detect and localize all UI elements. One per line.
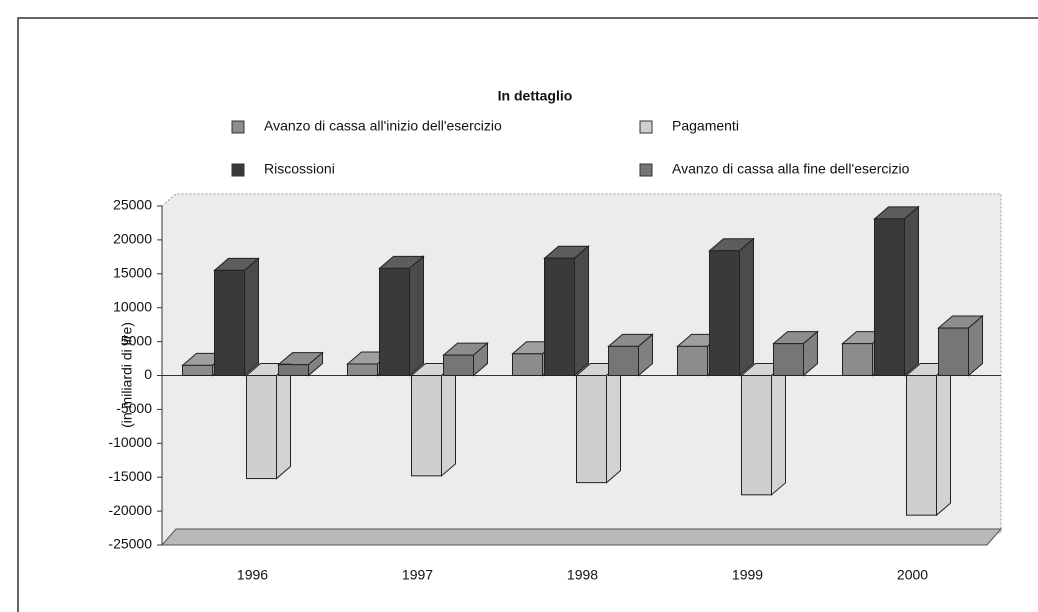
bar-side	[936, 362, 951, 517]
bar-front	[608, 345, 639, 377]
bar	[543, 245, 590, 377]
bar-front	[741, 375, 772, 496]
x-tick-label: 1998	[567, 567, 598, 583]
bar	[442, 342, 489, 377]
bar-front	[773, 343, 804, 377]
bar	[378, 255, 425, 377]
bar-side	[276, 362, 291, 480]
bar-front	[443, 354, 474, 377]
bar-side	[606, 362, 621, 484]
x-tick-label: 1999	[732, 567, 763, 583]
bar	[245, 362, 292, 480]
bar	[905, 362, 952, 517]
legend-swatch	[231, 120, 245, 134]
y-tick-label: -15000	[108, 468, 152, 484]
bar-front	[677, 345, 708, 377]
frame	[17, 17, 1038, 612]
legend-label: Avanzo di cassa all'inizio dell'esercizi…	[264, 118, 502, 134]
bar-front	[544, 257, 575, 376]
y-tick-label: 0	[144, 366, 152, 382]
y-tick-label: -10000	[108, 434, 152, 450]
legend-swatch	[231, 163, 245, 177]
chart-title: In dettaglio	[498, 88, 573, 104]
y-tick-label: -25000	[108, 536, 152, 552]
bar-front	[906, 375, 937, 516]
bar-front	[182, 364, 213, 376]
y-tick-label: 25000	[113, 197, 152, 213]
y-tick-label: 10000	[113, 298, 152, 314]
bar-side	[574, 245, 589, 377]
y-tick-label: 20000	[113, 231, 152, 247]
legend-swatch	[639, 163, 653, 177]
bar-front	[347, 363, 378, 376]
floor	[160, 528, 1003, 546]
x-tick-label: 1997	[402, 567, 433, 583]
bar-side	[739, 237, 754, 377]
bar	[772, 330, 819, 377]
bar-side	[244, 257, 259, 377]
bar	[873, 205, 920, 377]
x-tick-label: 2000	[897, 567, 928, 583]
bar	[937, 314, 984, 377]
legend-swatch	[639, 120, 653, 134]
bar-front	[246, 375, 277, 480]
y-axis-label: (in miliardi di lire)	[119, 322, 135, 428]
bar-front	[874, 218, 905, 376]
bar-front	[411, 375, 442, 477]
y-tick-label: 15000	[113, 265, 152, 281]
bar	[277, 351, 324, 377]
y-tick-label: 5000	[121, 332, 152, 348]
bar-side	[771, 362, 786, 496]
bar-front	[576, 375, 607, 484]
x-tick-label: 1996	[237, 567, 268, 583]
y-tick-label: -20000	[108, 502, 152, 518]
bar-front	[379, 267, 410, 377]
bar	[410, 362, 457, 477]
bar-side	[441, 362, 456, 477]
legend-label: Riscossioni	[264, 161, 335, 177]
bar-side	[904, 205, 919, 377]
bar	[607, 333, 654, 377]
bar	[740, 362, 787, 496]
bar	[708, 237, 755, 377]
bar-front	[938, 327, 969, 377]
bar	[213, 257, 260, 377]
legend-label: Pagamenti	[672, 118, 739, 134]
bar-front	[842, 343, 873, 377]
bar-front	[278, 364, 309, 377]
bar-side	[409, 255, 424, 377]
bar-front	[214, 269, 245, 376]
bar-front	[512, 353, 543, 376]
bar-front	[709, 250, 740, 376]
y-tick-label: -5000	[116, 400, 152, 416]
legend-label: Avanzo di cassa alla fine dell'esercizio	[672, 161, 910, 177]
bar	[575, 362, 622, 484]
